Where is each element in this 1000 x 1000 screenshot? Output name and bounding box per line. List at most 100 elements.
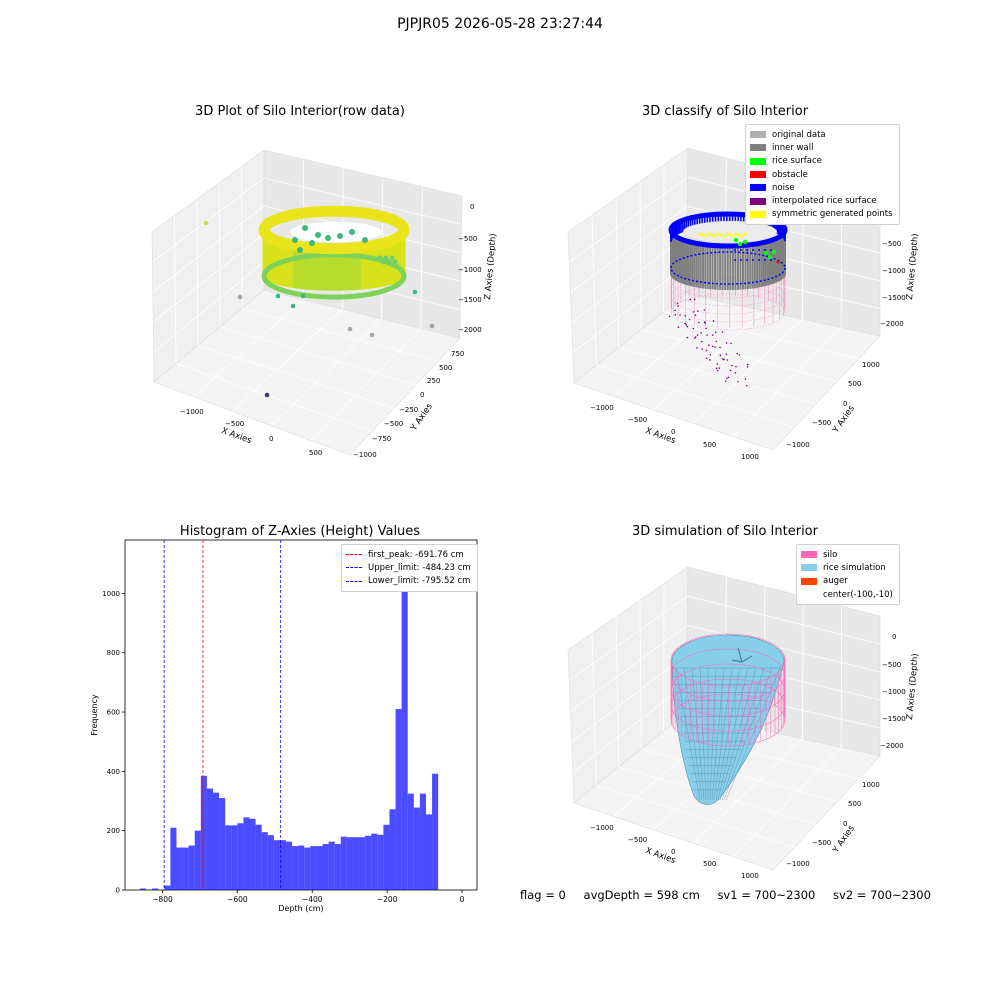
- grid-line: [192, 299, 304, 397]
- data-point: [315, 232, 321, 238]
- z-tick-label: −1500: [882, 294, 906, 302]
- y-tick-label: 1000: [102, 590, 120, 598]
- data-point: [722, 358, 724, 360]
- data-point: [731, 364, 733, 367]
- sv2-text: sv2 = 700~2300: [833, 888, 931, 902]
- histogram-bar: [334, 844, 341, 890]
- data-point: [716, 232, 720, 236]
- x-tick-label: 0: [460, 895, 465, 904]
- figure-title: PJPJR05 2026-05-28 23:27:44: [397, 16, 603, 32]
- data-point: [292, 237, 298, 243]
- histogram-bar: [255, 824, 262, 890]
- y-tick-label: −500: [384, 420, 403, 428]
- histogram-bar: [432, 773, 439, 890]
- data-point: [763, 250, 769, 256]
- y-tick-label: −1000: [353, 451, 377, 459]
- data-point: [377, 255, 383, 261]
- mesh-line: [699, 667, 707, 801]
- histogram-bar: [352, 837, 360, 890]
- data-point: [770, 259, 772, 261]
- z-axis-label: Z Axies (Depth): [483, 233, 499, 300]
- data-point: [708, 344, 710, 346]
- data-point: [715, 340, 718, 343]
- data-point: [764, 249, 766, 251]
- data-point: [676, 302, 679, 305]
- data-point: [776, 260, 780, 264]
- data-point: [737, 380, 739, 383]
- data-point: [698, 321, 700, 324]
- data-point: [714, 346, 716, 348]
- histogram-bar: [316, 846, 323, 890]
- grid-line: [615, 198, 620, 348]
- data-point: [746, 363, 749, 366]
- grid-line: [152, 233, 265, 323]
- z-tick-label: −500: [882, 661, 901, 669]
- mesh-line: [683, 667, 703, 801]
- grid-line: [420, 186, 423, 329]
- grid-line: [653, 310, 764, 411]
- simulation-legend: silo rice simulation auger center(-100,-…: [796, 544, 900, 606]
- histogram-bar: [389, 809, 396, 890]
- simulation-3d-plot: −1000 −500 0 500 1000 −1000 −500 0 500 1…: [567, 566, 921, 880]
- auger: [737, 647, 743, 663]
- data-point: [412, 289, 418, 295]
- histogram-bar: [249, 818, 256, 890]
- sv1-text: sv1 = 700~2300: [717, 888, 816, 902]
- y-axis-label: Frequency: [90, 694, 99, 736]
- legend-item-interpolated: interpolated rice surface: [750, 194, 893, 207]
- raw-data-3d-plot: −1000 −500 0 500 −1000 −750 −500 −250 0 …: [151, 149, 499, 459]
- grid-line: [196, 199, 199, 346]
- x-tick-label: −1000: [590, 824, 614, 832]
- data-point: [709, 359, 711, 361]
- grid-line: [241, 308, 439, 362]
- data-point: [713, 234, 717, 238]
- y-tick-label: 1000: [862, 361, 880, 369]
- data-point: [670, 251, 786, 285]
- data-point: [721, 331, 724, 333]
- data-point: [764, 259, 766, 261]
- data-point: [758, 259, 760, 261]
- x-tick-label: −400: [302, 895, 323, 904]
- data-point: [728, 233, 732, 237]
- mesh-line: [675, 667, 701, 801]
- histogram-bar: [377, 834, 384, 890]
- grid-line: [174, 215, 177, 364]
- z-tick-label: −500: [458, 235, 477, 243]
- histogram-bar: [261, 832, 268, 890]
- y-tick-label: 800: [107, 649, 120, 657]
- z-tick-label: 0: [470, 203, 474, 211]
- pane-floor: [153, 289, 461, 456]
- data-point: [719, 354, 722, 357]
- data-point: [701, 233, 705, 237]
- data-point: [725, 232, 729, 236]
- data-point: [718, 367, 721, 369]
- data-point: [380, 259, 386, 265]
- y-tick-label: 0: [116, 887, 120, 895]
- legend-item-rice-surface: rice surface: [750, 155, 893, 168]
- silo-ring: [670, 663, 786, 717]
- y-tick-label: 1000: [862, 781, 880, 789]
- silo-ring: [670, 633, 786, 687]
- silo-ring: [670, 693, 786, 747]
- x-tick-label: −500: [628, 416, 647, 424]
- histogram-bar: [152, 888, 159, 890]
- data-point: [386, 259, 392, 265]
- data-point: [692, 311, 695, 313]
- data-point: [705, 349, 708, 352]
- x-tick-label: −500: [225, 420, 244, 428]
- data-point: [392, 259, 398, 265]
- data-point: [752, 249, 754, 251]
- data-point: [711, 345, 714, 348]
- grid-line: [613, 302, 726, 397]
- histogram-bar: [139, 888, 147, 890]
- pane-floor: [573, 293, 881, 451]
- histogram-bar: [279, 840, 287, 890]
- legend-item-center: center(-100,-10): [823, 589, 893, 600]
- histogram-bar: [413, 807, 420, 890]
- y-tick-label: −750: [372, 435, 391, 443]
- legend-item-first-peak: first_peak: -691.76 cm: [346, 548, 471, 561]
- data-point: [752, 259, 754, 261]
- grid-line: [175, 363, 373, 432]
- z-tick-label: −2000: [458, 326, 482, 334]
- data-point: [716, 363, 719, 365]
